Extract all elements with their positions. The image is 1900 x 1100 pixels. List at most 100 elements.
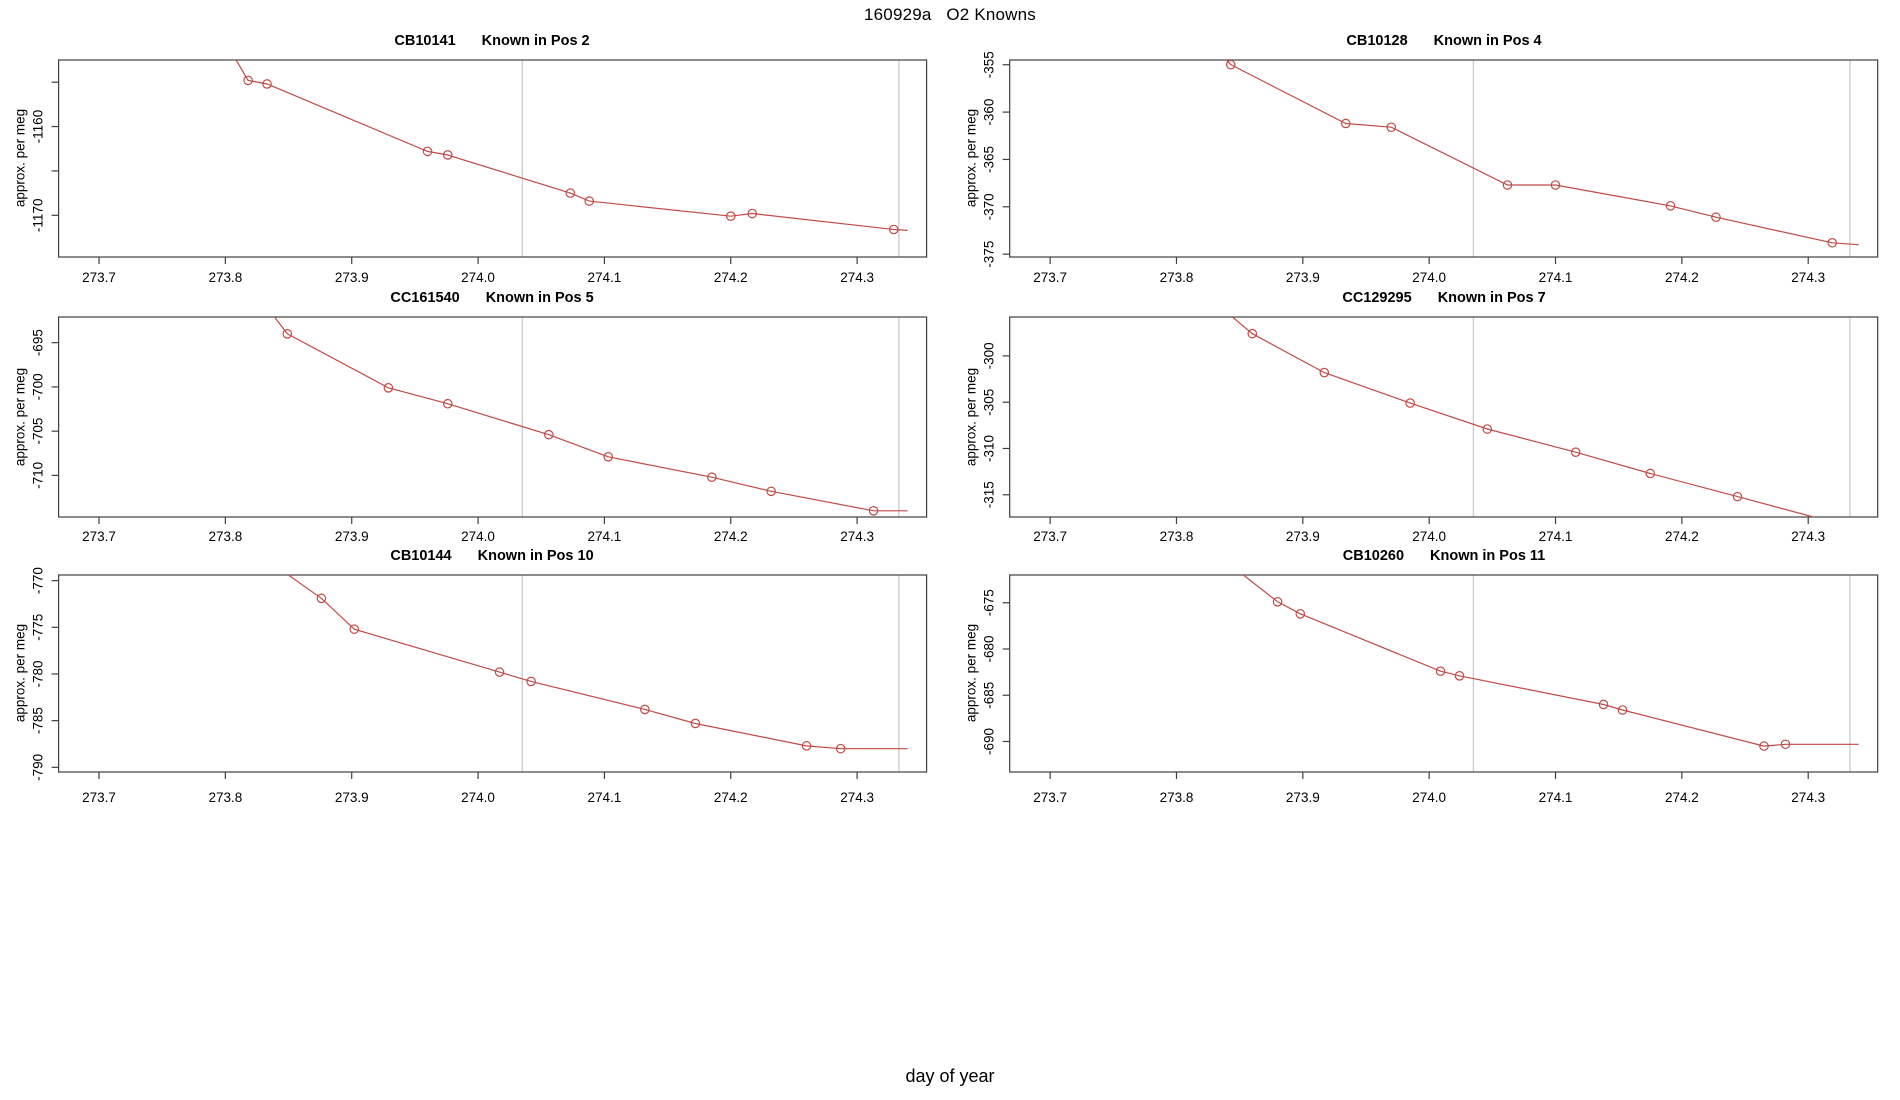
data-line bbox=[1231, 317, 1816, 517]
data-point bbox=[316, 593, 327, 604]
subplot-title-pos5: CC161540 Known in Pos 5 bbox=[390, 290, 593, 306]
x-tick-label: 274.0 bbox=[1412, 529, 1446, 544]
data-point bbox=[766, 486, 776, 497]
data-point bbox=[243, 75, 253, 86]
data-point bbox=[584, 196, 595, 206]
sample-id: CC129295 bbox=[1342, 290, 1412, 306]
data-point bbox=[1550, 180, 1561, 190]
y-tick-label: -310 bbox=[982, 435, 997, 462]
x-tick-label: 274.1 bbox=[1539, 529, 1573, 544]
data-point bbox=[1502, 180, 1513, 190]
data-point bbox=[640, 704, 650, 715]
sample-id: CC161540 bbox=[390, 290, 460, 306]
data-point bbox=[442, 398, 453, 409]
plot-box bbox=[57, 316, 928, 518]
x-tick-label: 273.9 bbox=[335, 529, 369, 544]
x-tick-label: 274.2 bbox=[1665, 529, 1699, 544]
y-tick-label: -1160 bbox=[31, 110, 46, 144]
x-tick-label: 273.9 bbox=[1286, 790, 1320, 805]
y-tick-label: -355 bbox=[982, 51, 997, 78]
x-tick-label: 274.3 bbox=[1791, 270, 1825, 285]
sample-id: CB10260 bbox=[1342, 548, 1405, 564]
x-axis-label: day of year bbox=[905, 1066, 995, 1086]
data-line bbox=[287, 575, 908, 750]
data-point bbox=[868, 506, 879, 516]
x-tick-label: 274.0 bbox=[1412, 790, 1446, 805]
data-point bbox=[383, 382, 394, 393]
data-point bbox=[603, 452, 614, 462]
x-tick-label: 274.1 bbox=[588, 790, 622, 805]
data-point bbox=[725, 211, 736, 221]
x-tick-label: 273.8 bbox=[1160, 529, 1194, 544]
y-tick-label: -780 bbox=[31, 660, 46, 687]
x-tick-label: 274.1 bbox=[1539, 270, 1573, 285]
x-tick-label: 273.8 bbox=[1160, 270, 1194, 285]
y-tick-label: -675 bbox=[982, 589, 997, 616]
x-tick-label: 273.7 bbox=[82, 270, 116, 285]
data-point bbox=[1780, 739, 1791, 750]
x-tick-label: 274.3 bbox=[1791, 529, 1825, 544]
data-point bbox=[422, 146, 433, 157]
x-tick-label: 273.8 bbox=[208, 270, 242, 285]
plot-box bbox=[1009, 59, 1879, 258]
x-tick-label: 273.9 bbox=[335, 790, 369, 805]
y-tick-label: -685 bbox=[982, 682, 997, 709]
position-label: Known in Pos 5 bbox=[485, 290, 594, 306]
data-point bbox=[262, 79, 272, 89]
page-title: 160929a O2 Knowns bbox=[863, 5, 1037, 24]
data-point bbox=[544, 429, 554, 440]
x-tick-label: 274.3 bbox=[840, 270, 874, 285]
y-tick-label: -700 bbox=[31, 373, 46, 400]
data-point bbox=[747, 208, 758, 219]
data-point bbox=[1295, 609, 1306, 619]
data-point bbox=[1570, 447, 1581, 457]
y-tick-label: -785 bbox=[31, 707, 46, 734]
x-tick-label: 273.7 bbox=[82, 529, 116, 544]
y-tick-label: -1170 bbox=[31, 199, 46, 233]
x-tick-label: 273.9 bbox=[1286, 270, 1320, 285]
data-point bbox=[349, 624, 360, 634]
data-point bbox=[888, 224, 899, 235]
subplot-title-pos2: CB10141 Known in Pos 2 bbox=[394, 33, 589, 49]
position-label: Known in Pos 4 bbox=[1433, 33, 1542, 49]
x-tick-label: 274.1 bbox=[588, 270, 622, 285]
plot-box bbox=[1009, 574, 1879, 773]
x-tick-label: 274.1 bbox=[1539, 790, 1573, 805]
y-tick-label: -710 bbox=[31, 462, 46, 489]
data-point bbox=[1482, 424, 1493, 434]
data-point bbox=[1226, 59, 1236, 70]
x-tick-label: 274.2 bbox=[714, 529, 748, 544]
position-label: Known in Pos 10 bbox=[477, 548, 594, 564]
data-point bbox=[565, 188, 576, 198]
x-tick-label: 273.8 bbox=[208, 790, 242, 805]
data-point bbox=[526, 676, 536, 687]
data-point bbox=[1340, 118, 1351, 129]
x-tick-label: 274.1 bbox=[588, 529, 622, 544]
data-point bbox=[707, 472, 717, 482]
data-point bbox=[1435, 666, 1446, 676]
x-tick-label: 273.7 bbox=[1033, 270, 1067, 285]
data-point bbox=[1617, 705, 1628, 715]
y-tick-label: -695 bbox=[31, 329, 46, 356]
y-tick-label: -370 bbox=[982, 193, 997, 220]
data-point bbox=[1405, 398, 1416, 408]
y-tick-label: -365 bbox=[982, 146, 997, 173]
data-point bbox=[1454, 671, 1465, 681]
y-tick-label: -790 bbox=[31, 754, 46, 781]
x-tick-label: 274.2 bbox=[714, 790, 748, 805]
position-label: Known in Pos 11 bbox=[1430, 548, 1546, 564]
x-tick-label: 273.9 bbox=[335, 270, 369, 285]
data-line bbox=[273, 317, 908, 512]
x-tick-label: 273.8 bbox=[208, 529, 242, 544]
data-point bbox=[1645, 468, 1656, 479]
x-tick-label: 273.7 bbox=[1033, 790, 1067, 805]
y-tick-label: -300 bbox=[982, 342, 997, 369]
x-tick-label: 274.0 bbox=[1412, 270, 1446, 285]
data-point bbox=[1827, 237, 1838, 248]
data-point bbox=[1759, 741, 1769, 751]
subplot-title-pos7: CC129295 Known in Pos 7 bbox=[1342, 290, 1545, 306]
x-tick-label: 274.3 bbox=[1791, 790, 1825, 805]
data-point bbox=[282, 329, 293, 339]
sample-id: CB10128 bbox=[1346, 33, 1408, 49]
x-tick-label: 274.0 bbox=[461, 270, 495, 285]
